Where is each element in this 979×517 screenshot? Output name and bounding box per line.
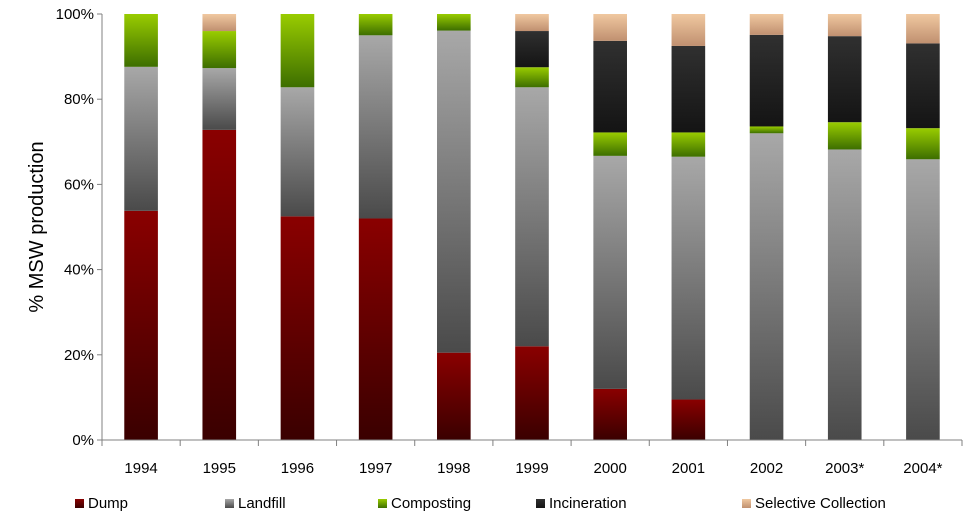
bar-incineration-2003 (827, 36, 862, 123)
legend-swatch-dump (75, 499, 84, 508)
bar-landfill-2004 (906, 159, 940, 440)
bar-composting-2002 (749, 126, 784, 134)
legend-swatch-incineration (536, 499, 545, 508)
x-tick-label: 1995 (203, 460, 236, 477)
bar-landfill-1994 (124, 66, 158, 211)
bar-selective-collection-1995 (202, 14, 237, 32)
x-tick-label: 2001 (672, 460, 705, 477)
bar-selective-collection-2003 (827, 14, 862, 37)
legend-swatch-selective-collection (742, 499, 751, 508)
legend-swatch-composting (378, 499, 387, 508)
bar-dump-1996 (280, 216, 315, 440)
y-tick-label: 20% (64, 347, 94, 364)
x-tick-label: 2000 (593, 460, 626, 477)
bar-selective-collection-2001 (671, 14, 706, 46)
bar-landfill-2002 (749, 133, 784, 440)
bar-landfill-1999 (515, 87, 549, 347)
bar-dump-2001 (671, 399, 706, 440)
y-tick-label: 60% (64, 176, 94, 193)
legend-label-landfill: Landfill (238, 495, 286, 512)
bar-selective-collection-2000 (593, 14, 627, 41)
legend-label-selective-collection: Selective Collection (755, 495, 886, 512)
bar-dump-2000 (593, 388, 627, 440)
bar-composting-1995 (202, 31, 237, 69)
bar-selective-collection-2004 (906, 14, 940, 44)
legend-swatch-landfill (225, 499, 234, 508)
y-tick-label: 100% (56, 6, 94, 23)
bar-landfill-1997 (358, 35, 393, 219)
y-axis-title: % MSW production (26, 141, 48, 312)
bar-dump-1994 (124, 210, 158, 440)
x-tick-label: 1997 (359, 460, 392, 477)
bar-composting-2000 (593, 132, 627, 156)
y-tick-label: 0% (72, 432, 94, 449)
bar-composting-2001 (671, 132, 706, 157)
x-tick-label: 2002 (750, 460, 783, 477)
bar-landfill-2001 (671, 156, 706, 400)
legend-label-composting: Composting (391, 495, 471, 512)
bar-composting-1998 (437, 14, 471, 31)
bar-composting-1997 (358, 14, 393, 36)
bar-dump-1997 (358, 218, 393, 440)
bar-incineration-2000 (593, 40, 627, 133)
legend: Dump Landfill Composting Incineration Select… (75, 495, 886, 512)
bar-selective-collection-1999 (515, 14, 549, 32)
bars-layer (124, 14, 940, 440)
bar-composting-1996 (280, 14, 315, 88)
y-tick-label: 80% (64, 91, 94, 108)
x-tick-label: 1994 (124, 460, 157, 477)
y-tick-label: 40% (64, 262, 94, 279)
x-tick-label: 1999 (515, 460, 548, 477)
bar-landfill-2000 (593, 155, 627, 389)
x-tick-label: 2003* (825, 460, 864, 477)
x-tick-label: 1996 (281, 460, 314, 477)
bar-composting-1999 (515, 67, 549, 88)
bar-landfill-1996 (280, 87, 315, 217)
bar-dump-1998 (437, 352, 471, 440)
bar-landfill-2003 (827, 149, 862, 440)
legend-label-dump: Dump (88, 495, 128, 512)
bar-dump-1999 (515, 346, 549, 440)
axes-layer: 1994 1995 1996 1997 1998 1999 2000 2001 2002 2003… (56, 6, 963, 477)
bar-dump-1995 (202, 129, 237, 440)
bar-selective-collection-2002 (749, 14, 784, 35)
x-tick-label: 1998 (437, 460, 470, 477)
bar-landfill-1995 (202, 68, 237, 130)
bar-composting-2003 (827, 122, 862, 150)
bar-composting-1994 (124, 14, 158, 67)
bar-incineration-2002 (749, 34, 784, 127)
bar-incineration-2001 (671, 45, 706, 133)
bar-incineration-1999 (515, 31, 549, 68)
bar-landfill-1998 (437, 30, 471, 353)
bar-composting-2004 (906, 128, 940, 160)
legend-label-incineration: Incineration (549, 495, 627, 512)
bar-incineration-2004 (906, 43, 940, 129)
x-tick-label: 2004* (903, 460, 942, 477)
